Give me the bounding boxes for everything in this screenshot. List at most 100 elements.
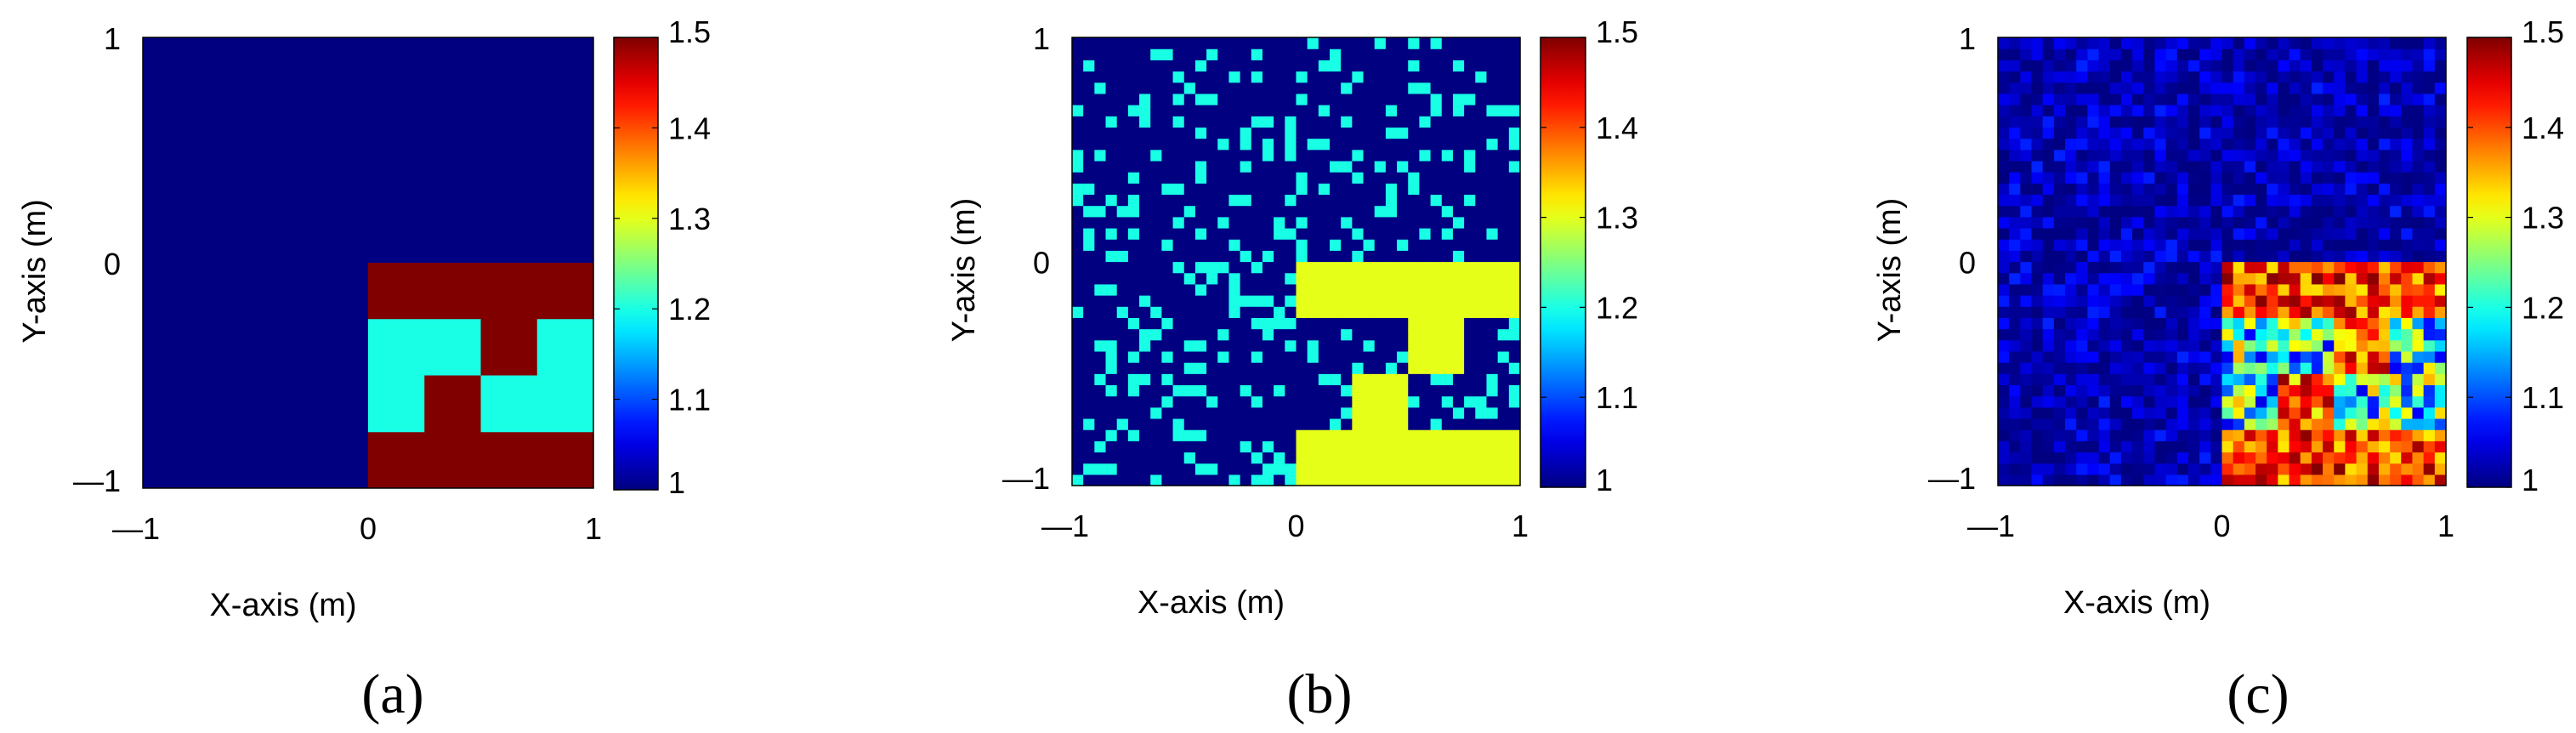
heatmap-cell	[2187, 272, 2200, 285]
heatmap-cell	[2345, 261, 2358, 274]
heatmap-cell	[2120, 205, 2133, 218]
heatmap-cell	[2334, 93, 2346, 105]
heatmap-cell	[2221, 362, 2234, 374]
heatmap-cell	[2311, 149, 2324, 162]
heatmap-cell	[2345, 295, 2358, 307]
heatmap-cell	[1307, 406, 1319, 419]
heatmap-cell	[1419, 306, 1432, 318]
heatmap-cell	[1172, 71, 1185, 83]
heatmap-cell	[2334, 452, 2346, 464]
heatmap-cell	[1240, 350, 1252, 363]
heatmap-cell	[1094, 127, 1107, 139]
heatmap-cell	[1307, 362, 1319, 374]
heatmap-cell	[1486, 250, 1499, 263]
heatmap-cell	[1228, 295, 1241, 307]
heatmap-cell	[1217, 261, 1230, 274]
heatmap-cell	[1341, 474, 1353, 486]
heatmap-cell	[1139, 261, 1151, 274]
heatmap-cell	[1486, 306, 1499, 318]
heatmap-cell	[2109, 82, 2122, 94]
heatmap-cell	[1296, 440, 1308, 453]
heatmap-cell	[1183, 71, 1196, 83]
heatmap-cell	[1374, 440, 1387, 453]
heatmap-cell	[2042, 60, 2055, 72]
heatmap-cell	[2053, 127, 2066, 139]
heatmap-cell	[1464, 362, 1476, 374]
heatmap-cell	[1419, 474, 1432, 486]
heatmap-cell	[1998, 272, 2010, 285]
heatmap-cell	[1352, 418, 1365, 430]
heatmap-cell	[1072, 317, 1084, 330]
heatmap-cell	[2356, 373, 2369, 386]
heatmap-cell	[1441, 306, 1454, 318]
heatmap-cell	[2176, 160, 2189, 173]
heatmap-cell	[2098, 183, 2111, 196]
heatmap-cell	[1139, 250, 1151, 263]
heatmap-cell	[1497, 172, 1510, 184]
heatmap-cell	[2334, 429, 2346, 441]
heatmap-cell	[1116, 429, 1129, 441]
heatmap-cell	[1240, 116, 1252, 128]
heatmap-cell	[1508, 116, 1521, 128]
heatmap-cell	[2165, 149, 2178, 162]
heatmap-cell	[2187, 183, 2200, 196]
heatmap-cell	[1228, 60, 1241, 72]
heatmap-cell	[1341, 205, 1353, 218]
heatmap-cell	[2255, 474, 2267, 486]
heatmap-cell	[2120, 463, 2133, 475]
heatmap-cell	[1251, 60, 1263, 72]
heatmap-cell	[1262, 116, 1274, 128]
heatmap-cell	[2031, 395, 2044, 408]
heatmap-cell	[1998, 440, 2010, 453]
heatmap-cell	[2423, 474, 2436, 486]
heatmap-cell	[1285, 37, 1297, 49]
heatmap-cell	[1430, 183, 1443, 196]
heatmap-cell	[1262, 317, 1274, 330]
heatmap-cell	[1452, 105, 1465, 116]
heatmap-cell	[2187, 149, 2200, 162]
heatmap-cell	[2334, 395, 2346, 408]
heatmap-cell	[1341, 37, 1353, 49]
heatmap-cell	[2109, 452, 2122, 464]
heatmap-cell	[1464, 440, 1476, 453]
heatmap-cell	[2053, 463, 2066, 475]
heatmap-cell	[2356, 149, 2369, 162]
heatmap-cell	[1307, 216, 1319, 229]
heatmap-cell	[1475, 429, 1488, 441]
heatmap-cell	[2255, 272, 2267, 285]
heatmap-cell	[1385, 205, 1398, 218]
heatmap-cell	[2423, 138, 2436, 151]
heatmap-cell	[1330, 172, 1342, 184]
heatmap-cell	[1217, 328, 1230, 341]
heatmap-cell	[1296, 239, 1308, 251]
heatmap-cell	[1397, 216, 1409, 229]
heatmap-cell	[2434, 328, 2447, 341]
heatmap-cell	[1150, 474, 1162, 486]
heatmap-cell	[2187, 71, 2200, 83]
heatmap-cell	[2098, 93, 2111, 105]
heatmap-cell	[2255, 149, 2267, 162]
heatmap-cell	[1251, 272, 1263, 285]
heatmap-cell	[2009, 71, 2021, 83]
heatmap-cell	[1998, 138, 2010, 151]
heatmap-cell	[2278, 261, 2290, 274]
heatmap-cell	[1475, 71, 1488, 83]
heatmap-cell	[2423, 37, 2436, 49]
heatmap-cell	[1430, 395, 1443, 408]
heatmap-cell	[2154, 205, 2167, 218]
heatmap-cell	[1318, 440, 1331, 453]
heatmap-cell	[1374, 127, 1387, 139]
heatmap-cell	[2187, 37, 2200, 49]
heatmap-cell	[2098, 418, 2111, 430]
heatmap-cell	[2345, 429, 2358, 441]
heatmap-cell	[1172, 373, 1185, 386]
heatmap-cell	[1408, 395, 1421, 408]
heatmap-cell	[2165, 440, 2178, 453]
heatmap-cell	[2390, 37, 2402, 49]
heatmap-cell	[2020, 463, 2033, 475]
heatmap-cell	[2390, 205, 2402, 218]
heatmap-cell	[2076, 37, 2088, 49]
heatmap-cell	[1475, 350, 1488, 363]
heatmap-cell	[2412, 149, 2425, 162]
heatmap-cell	[1116, 149, 1129, 162]
